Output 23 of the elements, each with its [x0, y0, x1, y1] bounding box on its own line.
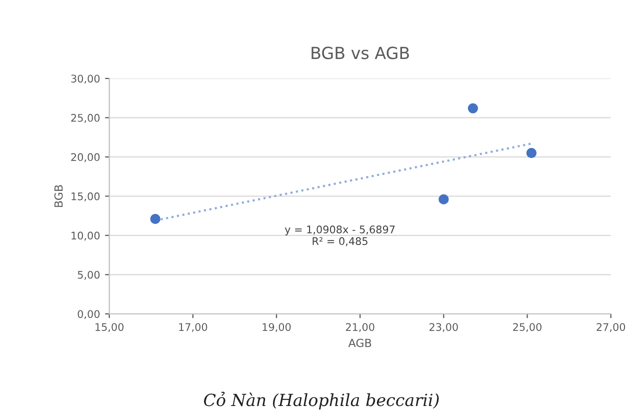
chart-title: BGB vs AGB	[312, 46, 409, 60]
y-tick-label: 0,00	[78, 310, 100, 320]
y-tick-label: 30,00	[71, 74, 100, 84]
x-tick-label: 19,00	[262, 323, 291, 332]
y-tick-label: 25,00	[71, 114, 100, 123]
x-tick-label: 27,00	[596, 323, 626, 332]
point	[468, 103, 478, 114]
y-tick-label: 15,00	[72, 192, 100, 202]
x-axis-title: AGB	[348, 338, 372, 348]
x-tick-label: 17,00	[179, 323, 208, 332]
x-tick-label: 23,00	[430, 323, 458, 332]
y-tick-label: 20,00	[71, 153, 100, 162]
point	[150, 214, 160, 224]
x-tick-label: 21,00	[346, 323, 374, 332]
y-tick-label: 10,00	[72, 232, 100, 241]
text: Cỏ Nàn (Halophila beccarii)	[204, 392, 439, 410]
y-axis-title: BGB	[54, 185, 63, 207]
x-tick-label: 25,00	[513, 323, 542, 332]
x-tick-label: 15,00	[96, 323, 124, 332]
point	[526, 148, 537, 158]
y-tick-label: 5,00	[78, 270, 100, 280]
point	[438, 194, 449, 204]
annotation: y = 1,0908x - 5,6897 R² = 0,485	[284, 226, 395, 246]
